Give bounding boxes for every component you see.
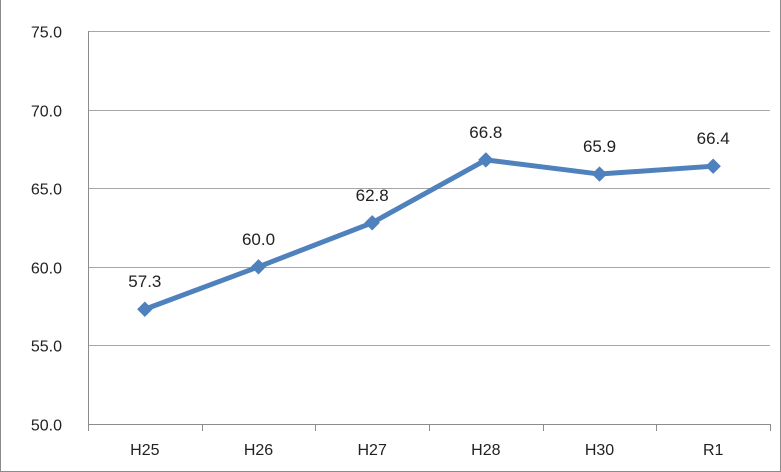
data-label: 65.9 — [583, 137, 616, 156]
data-point-marker — [137, 301, 153, 317]
y-tick-label: 65.0 — [31, 182, 62, 199]
gridlines — [88, 31, 770, 346]
data-point-marker — [705, 158, 721, 174]
x-tick-label: H30 — [585, 442, 614, 459]
x-tick-label: H25 — [130, 442, 159, 459]
x-tick-label: H28 — [471, 442, 500, 459]
data-label: 66.8 — [469, 123, 502, 142]
series-layer — [142, 157, 716, 312]
data-label: 62.8 — [356, 186, 389, 205]
data-point-marker — [250, 259, 267, 275]
data-label: 66.4 — [697, 129, 730, 148]
x-tick-label: R1 — [703, 442, 724, 459]
data-label: 57.3 — [128, 272, 161, 291]
y-axis-tick-labels: 50.0 55.0 60.0 65.0 70.0 75.0 — [31, 25, 62, 435]
data-point-marker — [364, 215, 380, 231]
data-labels: 57.3 60.0 62.8 66.8 65.9 66.4 — [128, 123, 729, 291]
data-point-marker — [478, 152, 494, 168]
markers — [137, 152, 721, 317]
axes — [88, 31, 771, 431]
x-tick-label: H26 — [244, 442, 273, 459]
x-tick-label: H27 — [357, 442, 386, 459]
data-label: 60.0 — [242, 230, 275, 249]
y-tick-label: 70.0 — [31, 104, 62, 121]
y-tick-label: 75.0 — [31, 25, 62, 42]
series-line — [142, 157, 716, 312]
y-tick-label: 55.0 — [31, 339, 62, 356]
x-axis-tick-labels: H25 H26 H27 H28 H30 R1 — [130, 442, 723, 459]
y-tick-label: 50.0 — [31, 418, 62, 435]
y-tick-label: 60.0 — [31, 261, 62, 278]
data-point-marker — [591, 166, 608, 182]
